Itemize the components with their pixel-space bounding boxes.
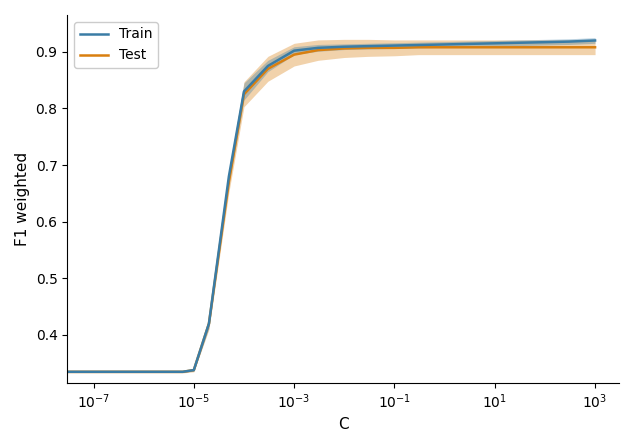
Test	[365, 45, 372, 51]
Train	[190, 367, 198, 373]
Test	[179, 369, 186, 375]
Legend: Train, Test: Train, Test	[74, 22, 158, 68]
Train	[205, 321, 213, 326]
Test	[565, 45, 573, 50]
Test	[391, 45, 398, 51]
Train	[592, 38, 599, 43]
Test	[113, 369, 121, 375]
Train	[415, 42, 422, 48]
Test	[415, 45, 422, 50]
Test	[164, 369, 171, 375]
Train	[515, 40, 522, 46]
Test	[89, 369, 97, 375]
Test	[225, 179, 233, 185]
Test	[205, 321, 213, 326]
Train	[391, 43, 398, 48]
Train	[290, 48, 298, 53]
Test	[190, 367, 198, 373]
Test	[264, 66, 272, 72]
Test	[491, 45, 498, 50]
Train	[140, 369, 148, 375]
Test	[240, 92, 248, 97]
Test	[592, 45, 599, 50]
Train	[314, 45, 322, 51]
Train	[365, 43, 372, 49]
Train	[63, 369, 71, 375]
Train	[164, 369, 171, 375]
Train	[441, 42, 448, 47]
Line: Test: Test	[67, 47, 595, 372]
Y-axis label: F1 weighted: F1 weighted	[15, 152, 30, 246]
Test	[290, 52, 298, 57]
Line: Train: Train	[67, 41, 595, 372]
Test	[314, 47, 322, 53]
Test	[140, 369, 148, 375]
Test	[63, 369, 71, 375]
Test	[441, 45, 448, 50]
Train	[179, 369, 186, 375]
X-axis label: C: C	[338, 417, 349, 432]
Train	[89, 369, 97, 375]
Train	[113, 369, 121, 375]
Test	[465, 45, 472, 50]
Train	[240, 89, 248, 94]
Test	[541, 45, 548, 50]
Test	[515, 45, 522, 50]
Train	[491, 41, 498, 46]
Train	[264, 63, 272, 69]
Train	[465, 41, 472, 46]
Train	[340, 44, 348, 50]
Train	[541, 39, 548, 45]
Train	[565, 39, 573, 44]
Test	[340, 46, 348, 51]
Train	[225, 174, 233, 179]
